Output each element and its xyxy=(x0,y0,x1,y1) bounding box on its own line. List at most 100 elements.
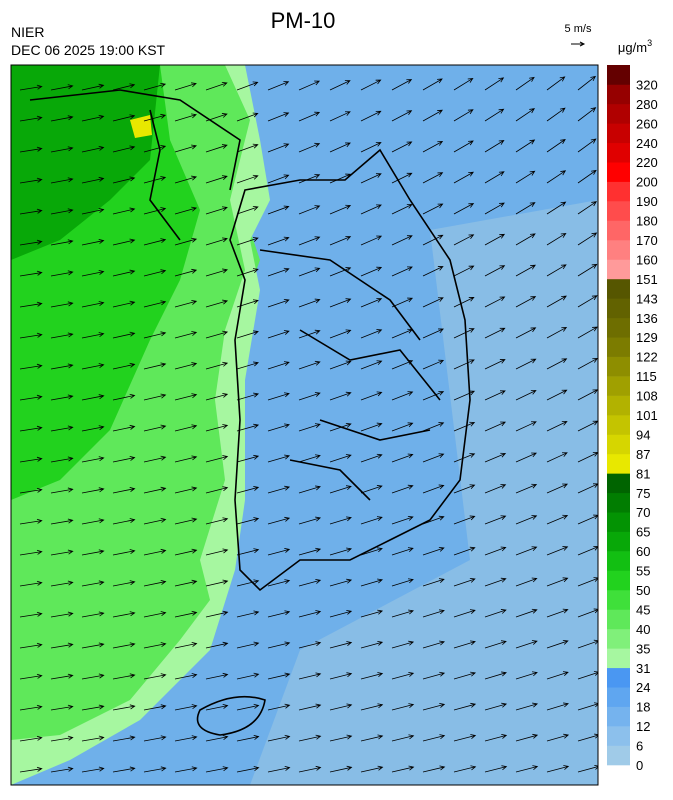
wind-arrow xyxy=(81,145,105,153)
wind-arrow xyxy=(267,361,290,370)
wind-arrow xyxy=(391,734,415,742)
wind-arrow xyxy=(174,486,198,494)
unit: μg/m3 xyxy=(618,38,652,55)
wind-arrow xyxy=(50,673,74,680)
wind-arrow xyxy=(81,114,105,122)
wind-arrow xyxy=(174,766,198,773)
wind-arrow xyxy=(422,234,444,246)
wind-arrow xyxy=(174,331,198,339)
wind-arrow xyxy=(19,425,43,432)
wind-arrow xyxy=(267,454,291,463)
wind-arrow xyxy=(81,487,105,494)
wind-arrow xyxy=(422,141,444,153)
wind-arrow xyxy=(205,424,229,432)
wind-arrow xyxy=(298,267,321,277)
wind-arrow xyxy=(174,206,198,215)
wind-arrow xyxy=(236,486,260,494)
wind-arrow xyxy=(391,79,413,91)
wind-arrow xyxy=(112,331,136,339)
wind-arrow xyxy=(267,766,291,773)
wind-arrow xyxy=(422,328,444,339)
wind-arrow xyxy=(19,518,43,525)
wind-arrow xyxy=(360,672,384,680)
colorbar-label: 115 xyxy=(636,369,657,384)
wind-arrow xyxy=(422,359,445,370)
wind-arrow xyxy=(19,115,43,122)
wind-arrow xyxy=(205,735,229,742)
wind-arrow xyxy=(360,765,384,773)
wind-arrow xyxy=(112,362,136,370)
wind-arrow xyxy=(81,766,105,773)
wind-arrow xyxy=(391,640,415,649)
wind-arrow xyxy=(174,704,198,711)
wind-arrow xyxy=(298,111,321,122)
colorbar-segment xyxy=(607,142,630,163)
wind-arrow xyxy=(298,516,322,525)
colorbar-label: 280 xyxy=(636,97,658,112)
wind-arrow xyxy=(50,456,74,463)
wind-arrow xyxy=(81,394,105,401)
wind-arrow xyxy=(391,484,414,494)
wind-arrow xyxy=(422,266,444,277)
colorbar-segment xyxy=(607,726,630,746)
wind-arrow xyxy=(577,75,597,91)
colorbar-label: 143 xyxy=(636,291,658,306)
colorbar-label: 24 xyxy=(636,680,650,695)
title: PM-10 xyxy=(271,8,336,33)
colorbar-label: 170 xyxy=(636,233,658,248)
colorbar-segment xyxy=(607,531,630,552)
wind-arrow xyxy=(143,673,167,680)
wind-arrow xyxy=(484,77,505,91)
wind-arrow xyxy=(422,172,444,184)
colorbar-segment xyxy=(607,590,630,610)
wind-arrow xyxy=(484,296,506,308)
wind-arrow xyxy=(236,734,260,742)
wind-arrow xyxy=(298,485,321,494)
wind-arrow xyxy=(81,363,105,370)
wind-arrow xyxy=(112,145,136,153)
wind-arrow xyxy=(484,546,507,556)
wind-arrow xyxy=(484,577,507,587)
wind-arrow xyxy=(143,113,167,122)
wind-arrow xyxy=(236,268,259,277)
wind-arrow xyxy=(422,453,445,463)
wind-arrow xyxy=(205,517,229,525)
wind-arrow xyxy=(515,264,536,277)
wind-arrow xyxy=(143,331,167,339)
wind-arrow xyxy=(422,484,445,494)
wind-arrow xyxy=(360,453,383,463)
wind-arrow xyxy=(50,332,74,339)
wind-arrow xyxy=(453,577,476,587)
wind-arrow xyxy=(50,239,74,246)
wind-arrow xyxy=(143,145,167,153)
wind-arrow xyxy=(329,80,351,91)
wind-arrow xyxy=(50,704,74,711)
wind-arrow xyxy=(236,299,259,308)
wind-arrow xyxy=(267,734,291,742)
wind-arrow xyxy=(422,109,443,122)
wind-arrow xyxy=(143,393,167,401)
wind-arrow xyxy=(19,177,43,184)
wind-arrow xyxy=(484,702,508,711)
wind-arrow xyxy=(19,270,43,277)
wind-arrow xyxy=(515,765,539,773)
wind-arrow xyxy=(112,735,136,742)
wind-arrow xyxy=(112,455,136,463)
wind-arrow xyxy=(174,735,198,742)
wind-arrow xyxy=(298,329,321,339)
map-frame xyxy=(10,64,599,786)
wind-arrow xyxy=(360,516,383,525)
colorbar-label: 160 xyxy=(636,252,658,267)
wind-arrow xyxy=(174,610,198,618)
coastline xyxy=(29,89,471,736)
wind-arrow xyxy=(422,515,445,525)
wind-arrow xyxy=(360,110,382,122)
wind-arrow xyxy=(267,610,291,618)
green-light-area xyxy=(11,65,270,785)
wind-arrow xyxy=(577,295,598,308)
wind-arrow xyxy=(546,232,567,246)
wind-arrow xyxy=(391,204,413,215)
wind-arrow xyxy=(298,360,321,370)
wind-arrow xyxy=(267,267,290,277)
wind-arrow xyxy=(515,702,539,711)
